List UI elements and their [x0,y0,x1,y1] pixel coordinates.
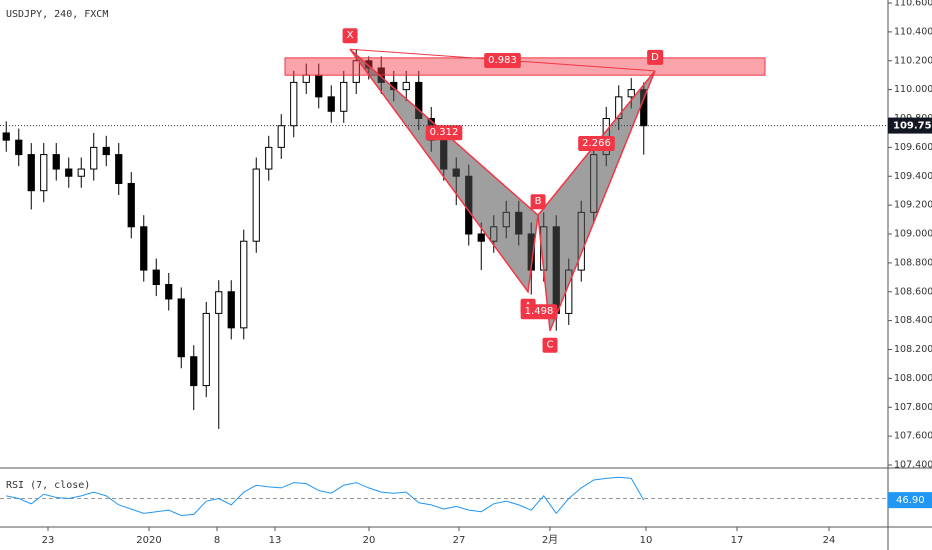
candle-body [290,81,298,127]
y-tick-label: 110.200 [894,55,932,66]
candle-body [215,291,223,314]
candle-body [227,291,235,329]
x-tick-label: 2月 [542,534,558,546]
rsi-line [6,476,645,516]
y-tick-label: 110.000 [894,84,932,95]
candle-body [627,89,635,98]
y-tick-label: 108.400 [894,315,932,326]
pattern-ratio-bg [425,125,463,141]
y-tick-label: 109.000 [894,229,932,240]
pattern-point-label-bg [530,194,546,210]
x-tick-label: 8 [214,535,220,546]
x-tick-label: 17 [731,535,744,546]
pattern-point-label-bg [647,49,664,65]
pattern-ratio: 0.312 [430,127,459,138]
candle-body [52,154,60,170]
candle-body [265,146,273,170]
pattern-ratio: 1.498 [525,306,554,317]
pattern-zone [284,57,766,76]
candle-body [65,168,73,177]
pattern-ratio: 0.983 [488,55,517,66]
candle-body [90,146,98,170]
y-tick-label: 108.200 [894,344,932,355]
candle-body [277,125,285,148]
pattern-ratio-bg [484,53,521,69]
y-tick-label: 107.800 [894,402,932,413]
y-tick-label: 108.000 [894,373,932,384]
candle-body [102,146,110,156]
current-price-label: 109.751 [893,121,932,132]
candle-body [27,154,35,192]
candle-body [352,60,360,83]
y-tick-label: 110.400 [894,26,932,37]
candle-body [40,154,48,192]
symbol-label: USDJPY, 240, FXCM [6,9,108,20]
candle-body [202,312,210,387]
pattern-ratio-bg [520,304,558,320]
candle-body [77,168,85,177]
candle-body [477,233,485,242]
y-tick-label: 109.400 [894,171,932,182]
y-tick-label: 107.600 [894,431,932,442]
y-tick-label: 109.200 [894,200,932,211]
current-price-tag [888,117,932,134]
rsi-label: RSI (7, close) [6,480,90,491]
x-tick-label: 27 [453,535,466,546]
candle-body [127,182,135,228]
candle-body [165,284,173,300]
pattern-point-label: B [535,196,542,207]
candle-body [315,74,323,98]
pattern-point-label: C [547,340,554,351]
candle-body [402,81,410,91]
candle-body [340,81,348,112]
candle-body [177,298,185,358]
candle-body [252,168,260,242]
candle-body [327,96,335,112]
x-tick-label: 24 [823,535,836,546]
candle-body [152,269,160,286]
candle-body [240,240,248,329]
pattern-ratio-bg [578,136,615,152]
pattern-point-label: X [347,30,354,41]
pattern-point-label-bg [342,28,358,44]
x-tick-label: 2020 [136,535,161,546]
y-tick-label: 108.600 [894,286,932,297]
candle-body [190,356,198,387]
candle-body [15,139,23,156]
x-tick-label: 13 [269,535,282,546]
rsi-tag [888,492,932,509]
pattern-point-label: D [651,52,659,63]
pattern-ratio: 2.266 [582,138,611,149]
y-tick-label: 110.600 [894,0,932,9]
candle-body [115,154,123,184]
y-tick-label: 107.400 [894,460,932,471]
y-tick-label: 108.800 [894,257,932,268]
x-tick-label: 23 [42,535,55,546]
y-tick-label: 109.600 [894,142,932,153]
x-tick-label: 20 [363,535,376,546]
candle-body [302,74,310,83]
x-tick-label: 10 [640,535,653,546]
candle-body [2,132,10,141]
pattern-point-label-bg [542,337,558,353]
rsi-value-label: 46.90 [896,495,925,506]
candle-body [140,226,148,271]
